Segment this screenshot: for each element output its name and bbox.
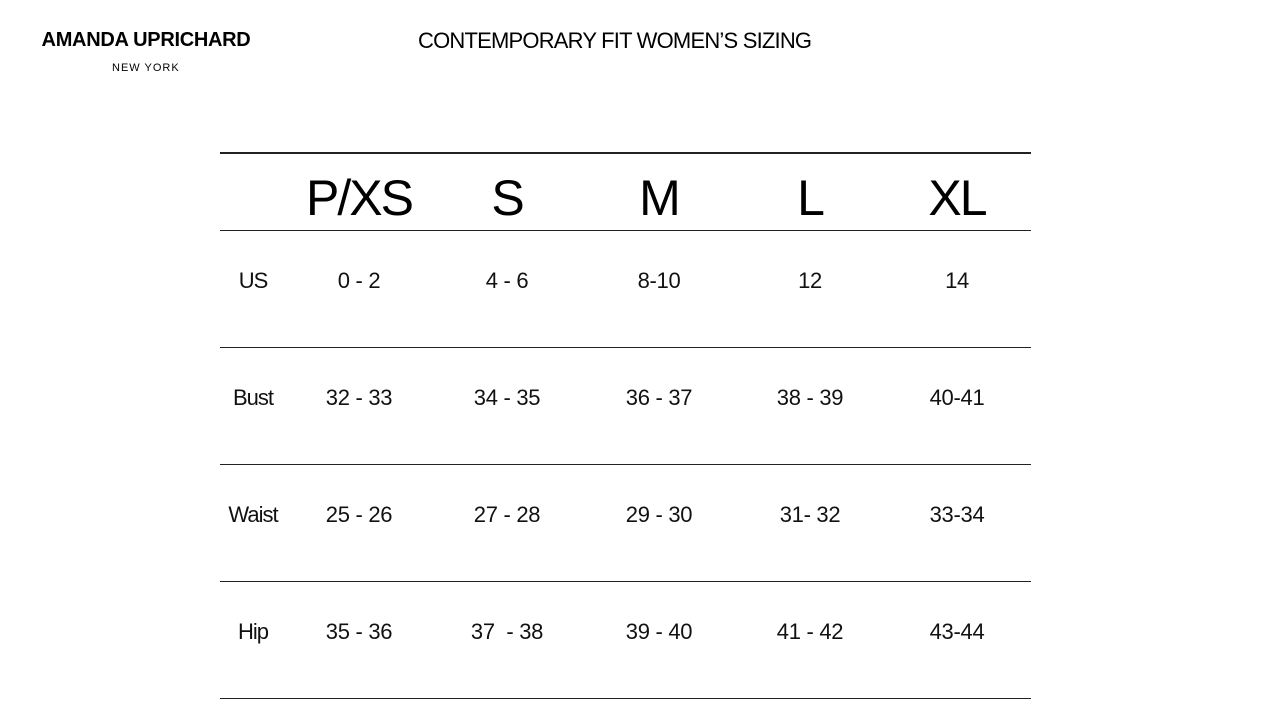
- row-label: Waist: [228, 502, 278, 527]
- table-cell: 43-44: [929, 619, 985, 644]
- table-divider: [220, 581, 1031, 582]
- table-cell: 0 - 2: [337, 268, 381, 293]
- table-cell: 37 - 38: [470, 619, 544, 644]
- table-cell: 35 - 36: [325, 619, 393, 644]
- table-cell: 38 - 39: [776, 385, 844, 410]
- table-cell: 14: [945, 268, 969, 293]
- table-divider: [220, 152, 1031, 154]
- size-header: M: [639, 170, 681, 226]
- row-label: US: [238, 268, 269, 293]
- table-cell: 34 - 35: [473, 385, 541, 410]
- table-divider: [220, 347, 1031, 348]
- table-cell: 32 - 33: [325, 385, 393, 410]
- size-header: L: [797, 170, 825, 226]
- table-cell: 39 - 40: [625, 619, 693, 644]
- table-divider: [220, 464, 1031, 465]
- page-title: CONTEMPORARY FIT WOMEN’S SIZING: [418, 28, 812, 53]
- table-cell: 40-41: [929, 385, 985, 410]
- table-divider: [220, 230, 1031, 231]
- table-divider: [220, 698, 1031, 699]
- table-cell: 12: [798, 268, 822, 293]
- size-header: XL: [928, 170, 987, 226]
- table-cell: 36 - 37: [625, 385, 693, 410]
- size-header: P/XS: [306, 170, 414, 226]
- brand-logo: AMANDA UPRICHARD: [41, 29, 251, 51]
- table-cell: 31- 32: [779, 502, 841, 527]
- size-header: S: [491, 170, 524, 226]
- table-cell: 4 - 6: [485, 268, 529, 293]
- table-cell: 29 - 30: [625, 502, 693, 527]
- row-label: Hip: [237, 619, 269, 644]
- table-cell: 33-34: [929, 502, 985, 527]
- brand-location: NEW YORK: [112, 62, 180, 74]
- table-cell: 41 - 42: [776, 619, 844, 644]
- row-label: Bust: [232, 385, 274, 410]
- table-cell: 25 - 26: [325, 502, 393, 527]
- table-cell: 27 - 28: [473, 502, 541, 527]
- table-cell: 8-10: [637, 268, 681, 293]
